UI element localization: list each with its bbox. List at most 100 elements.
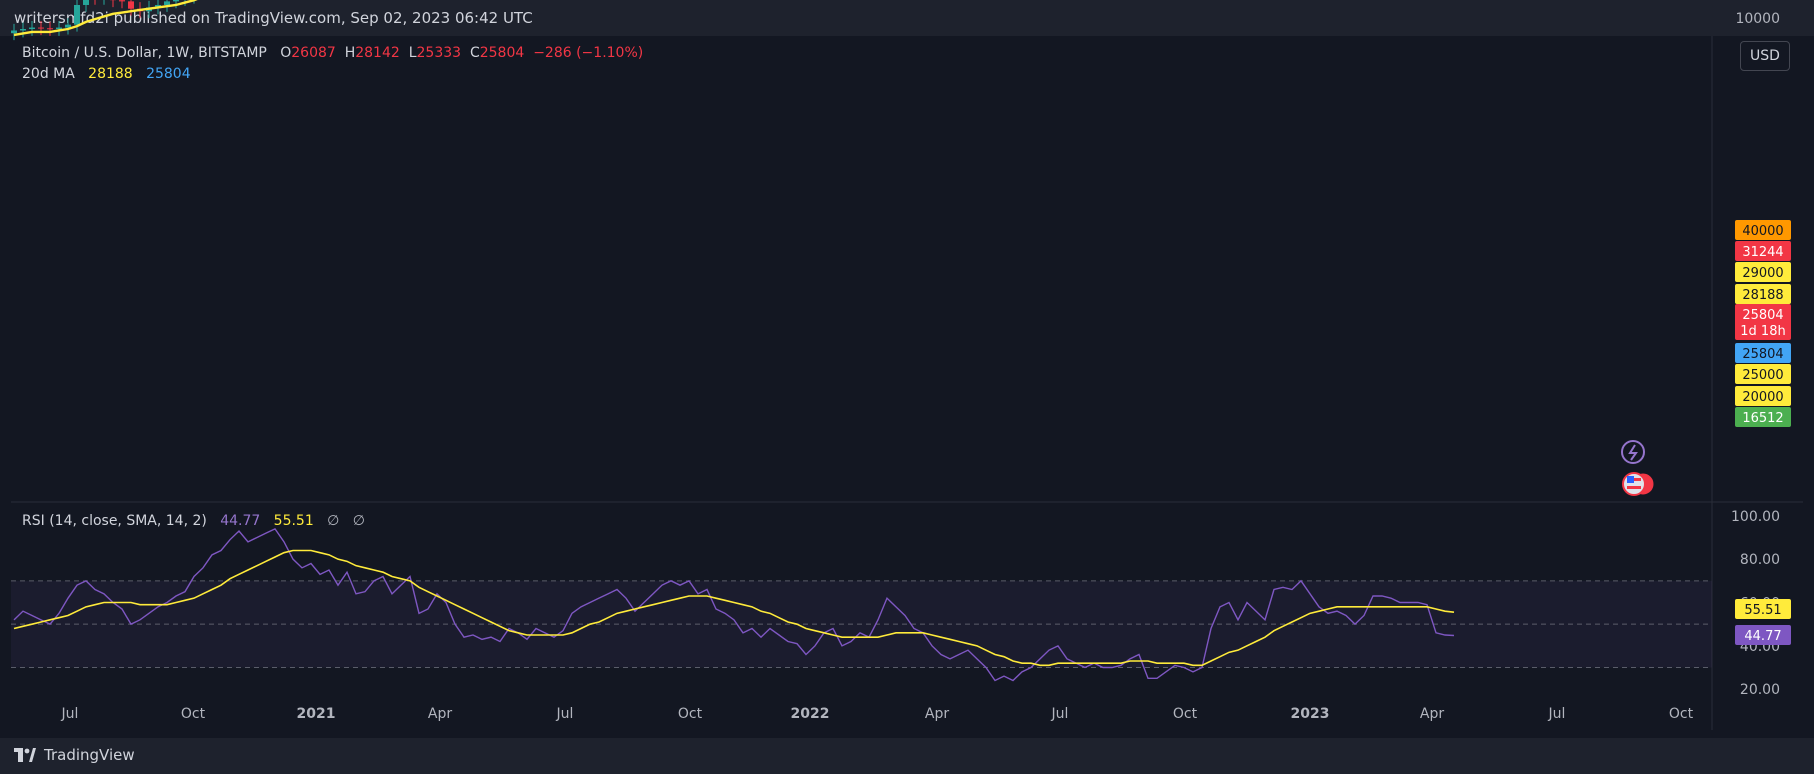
candle <box>119 0 125 9</box>
badge-bg <box>1735 407 1791 427</box>
rsi-badge: 44.77 <box>1735 625 1791 645</box>
badge-text: 40000 <box>1742 224 1783 239</box>
time-tick-label: Apr <box>1420 706 1444 722</box>
chart-canvas[interactable]: 1000020000300004000050000600007000020.00… <box>0 0 1814 738</box>
rsi-na-2: ∅ <box>352 513 365 529</box>
badge-bg <box>1735 220 1791 240</box>
candle <box>29 20 35 36</box>
event-circle <box>1621 440 1645 464</box>
ma-legend: 20d MA 28188 25804 <box>22 66 191 82</box>
candle-body <box>38 27 44 29</box>
candle <box>56 20 62 36</box>
price-tick-label: 10000 <box>1735 11 1780 27</box>
badge-price: 25804 <box>1742 308 1783 323</box>
currency-button[interactable]: USD <box>1740 41 1790 71</box>
close-value: 25804 <box>479 45 525 61</box>
time-tick-label: 2023 <box>1291 706 1330 722</box>
rsi-sma-badge: 55.51 <box>1735 599 1791 619</box>
candle-body <box>20 29 26 31</box>
rsi-sma-line <box>13 549 1455 667</box>
ma-label[interactable]: 20d MA <box>22 66 75 82</box>
tradingview-logo-icon <box>14 748 36 762</box>
badge-bg <box>1735 304 1791 340</box>
time-tick-label: Oct <box>181 706 206 722</box>
candle-body <box>164 1 170 5</box>
rsi-label[interactable]: RSI (14, close, SMA, 14, 2) <box>22 513 207 529</box>
badge-bg <box>1735 241 1791 261</box>
time-tick-label: Jul <box>556 706 574 722</box>
close-label: C <box>469 45 480 61</box>
change-value: −286 (−1.10%) <box>533 45 644 61</box>
badge-bg <box>1735 386 1791 406</box>
time-tick-label: Oct <box>678 706 703 722</box>
rsi-na-1: ∅ <box>327 513 340 529</box>
level-badge-16512: 16512 <box>1735 407 1791 427</box>
badge-bg <box>1735 364 1791 384</box>
time-tick-label: 2021 <box>297 706 336 722</box>
badge-bg <box>1735 625 1791 645</box>
level-badge-29000: 29000 <box>1735 262 1791 282</box>
badge-bg <box>1735 284 1791 304</box>
badge-text: 25000 <box>1742 368 1783 383</box>
candle-body <box>83 0 89 5</box>
badge-text: 55.51 <box>1744 603 1781 618</box>
candle-body <box>29 27 35 30</box>
high-label: H <box>344 45 356 61</box>
brand-name: TradingView <box>44 746 135 764</box>
publisher-info: writersmfd2i published on TradingView.co… <box>14 9 533 27</box>
low-value: 25333 <box>416 45 462 61</box>
candle-body <box>74 4 80 25</box>
badge-bg <box>1735 599 1791 619</box>
event-us-flag-icon <box>1622 472 1654 496</box>
candle <box>128 0 134 16</box>
time-tick-label: Apr <box>925 706 949 722</box>
high-value: 28142 <box>355 45 400 61</box>
ma-badge-25804: 25804 <box>1735 343 1791 363</box>
rsi-value: 44.77 <box>220 513 261 529</box>
candle-body <box>65 24 71 28</box>
candle-body <box>173 0 179 2</box>
candle <box>110 0 116 8</box>
badge-text: 16512 <box>1742 411 1783 426</box>
badge-bg <box>1735 262 1791 282</box>
badge-text: 29000 <box>1742 266 1783 281</box>
level-badge-20000: 20000 <box>1735 386 1791 406</box>
candle-body <box>119 0 125 2</box>
ma-badge-28188: 28188 <box>1735 284 1791 304</box>
rsi-tick-label: 100.00 <box>1731 509 1780 525</box>
candle-body <box>128 1 134 9</box>
time-tick-label: Oct <box>1173 706 1198 722</box>
badge-text: 20000 <box>1742 390 1783 405</box>
time-tick-label: Oct <box>1669 706 1694 722</box>
ma-value-1: 28188 <box>88 66 133 82</box>
time-tick-label: Jul <box>1051 706 1069 722</box>
candle <box>164 0 170 12</box>
time-tick-label: Apr <box>428 706 452 722</box>
level-badge-25000: 25000 <box>1735 364 1791 384</box>
badge-text: 44.77 <box>1744 629 1781 644</box>
rsi-tick-label: 20.00 <box>1740 682 1780 698</box>
candle <box>65 18 71 35</box>
candle-body <box>47 28 53 30</box>
rsi-legend: RSI (14, close, SMA, 14, 2) 44.77 55.51 … <box>22 513 365 529</box>
chart-area[interactable] <box>11 36 1803 730</box>
candle <box>103 0 105 5</box>
candle-body <box>11 30 17 34</box>
candle-body <box>155 4 161 8</box>
level-badge-40000: 40000 <box>1735 220 1791 240</box>
open-value: 26087 <box>291 45 336 61</box>
time-tick-label: Jul <box>61 706 79 722</box>
time-tick-label: 2022 <box>791 706 830 722</box>
rsi-sma-value: 55.51 <box>273 513 314 529</box>
ma-line <box>13 0 198 37</box>
candle <box>94 0 96 5</box>
rsi-tick-label: 80.00 <box>1740 552 1780 568</box>
level-badge-31244: 31244 <box>1735 241 1791 261</box>
badge-text: 25804 <box>1742 347 1783 362</box>
badge-countdown: 1d 18h <box>1740 324 1785 339</box>
brand[interactable]: TradingView <box>14 746 135 764</box>
low-label: L <box>408 45 417 61</box>
badge-text: 31244 <box>1742 245 1783 260</box>
symbol-title[interactable]: Bitcoin / U.S. Dollar, 1W, BITSTAMP <box>22 45 267 61</box>
